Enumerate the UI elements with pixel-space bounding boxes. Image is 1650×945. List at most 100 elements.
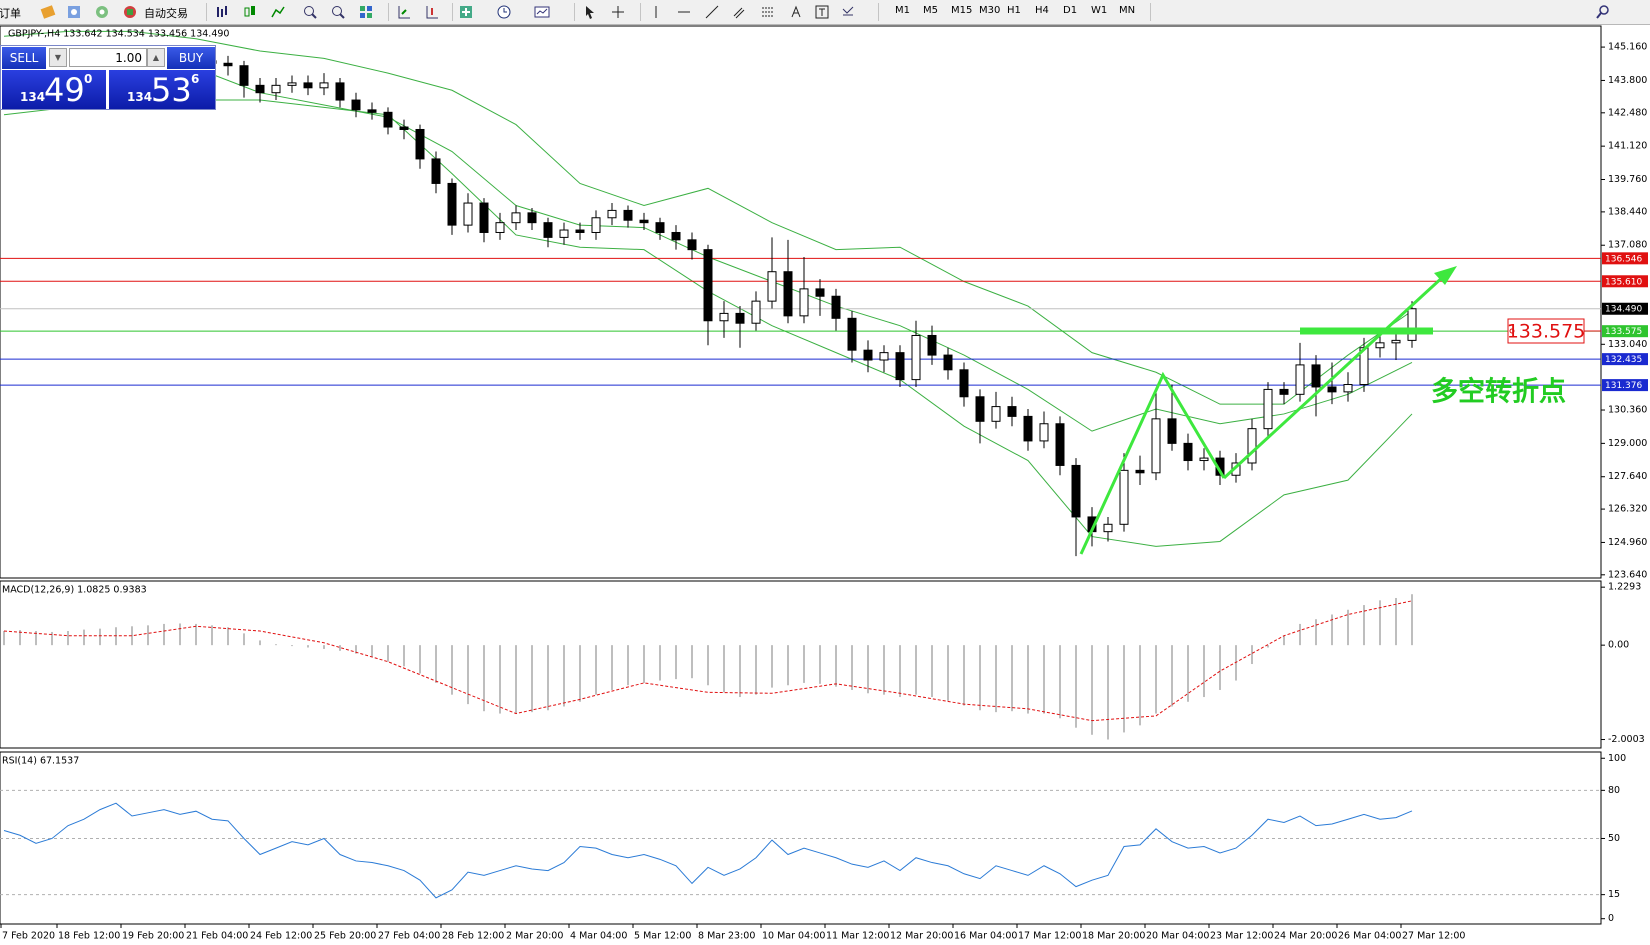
- candle-body: [1327, 386, 1337, 393]
- icon[interactable]: [40, 4, 56, 20]
- candle-body: [447, 182, 457, 226]
- candle-body: [1279, 388, 1289, 395]
- auto-trading[interactable]: 自动交易: [144, 7, 188, 20]
- ask-quote[interactable]: 134 53 6: [109, 70, 215, 109]
- price-level-label: 131.376: [1605, 381, 1642, 391]
- x-tick-label: 2 Mar 20:00: [506, 931, 563, 942]
- candle-body: [271, 84, 281, 94]
- icon[interactable]: [788, 4, 804, 20]
- icon[interactable]: [66, 4, 82, 20]
- candle-body: [367, 109, 377, 113]
- icon[interactable]: [302, 4, 318, 20]
- buy-button[interactable]: BUY: [167, 47, 215, 69]
- volume-input[interactable]: 1.00: [69, 48, 147, 67]
- icon[interactable]: [496, 4, 512, 20]
- rsi-title: RSI(14) 67.1537: [2, 756, 79, 767]
- timeframe[interactable]: H1: [1007, 5, 1021, 16]
- candle-body: [719, 312, 729, 322]
- candle-body: [655, 222, 665, 233]
- candle-body: [1295, 364, 1305, 395]
- candle-body: [607, 209, 617, 219]
- icon[interactable]: [424, 4, 440, 20]
- y-tick-label: 143.800: [1608, 75, 1647, 86]
- candle-body: [559, 229, 569, 238]
- icon[interactable]: [704, 4, 720, 20]
- candle-body: [863, 349, 873, 361]
- icon[interactable]: [358, 4, 374, 20]
- macd-title: MACD(12,26,9) 1.0825 0.9383: [2, 585, 147, 596]
- timeframe[interactable]: M30: [979, 5, 1001, 16]
- bid-pips: 49: [44, 71, 85, 109]
- volume-up[interactable]: ▲: [147, 48, 165, 67]
- new-order[interactable]: 新订单: [0, 7, 21, 20]
- icon[interactable]: [610, 4, 626, 20]
- candle-body: [1039, 423, 1049, 442]
- volume-down[interactable]: ▼: [49, 48, 67, 67]
- y-tick-label: 1.2293: [1608, 582, 1641, 593]
- icon[interactable]: [270, 4, 286, 20]
- x-tick-label: 17 Mar 12:00: [1018, 931, 1081, 942]
- candle-body: [1071, 464, 1081, 518]
- y-tick-label: 145.160: [1608, 42, 1647, 53]
- icon[interactable]: [814, 4, 830, 20]
- icon[interactable]: [122, 4, 138, 20]
- price-callout: 133.575: [1507, 321, 1586, 343]
- candle-body: [815, 288, 825, 297]
- timeframe[interactable]: MN: [1119, 5, 1136, 16]
- price-level-tag: [1602, 252, 1648, 265]
- candle-body: [927, 334, 937, 356]
- icon[interactable]: [242, 4, 258, 20]
- bid-quote[interactable]: 134 49 0: [2, 70, 106, 109]
- timeframe[interactable]: W1: [1091, 5, 1108, 16]
- y-tick-label: 0: [1608, 913, 1614, 924]
- sell-button[interactable]: SELL: [2, 47, 46, 69]
- candle-body: [1135, 469, 1145, 474]
- ask-frac: 6: [191, 72, 200, 86]
- candle-body: [575, 229, 585, 233]
- candle-body: [399, 126, 409, 130]
- x-tick-label: 12 Mar 20:00: [890, 931, 953, 942]
- y-tick-label: 141.120: [1608, 141, 1647, 152]
- y-tick-label: 127.640: [1608, 471, 1647, 482]
- icon[interactable]: [840, 4, 856, 20]
- x-tick-label: 26 Mar 04:00: [1338, 931, 1401, 942]
- x-tick-label: 18 Mar 20:00: [1082, 931, 1145, 942]
- candle-body: [1151, 418, 1161, 474]
- candle-body: [1343, 384, 1353, 393]
- x-tick-label: 28 Feb 12:00: [442, 931, 504, 942]
- icon[interactable]: [94, 4, 110, 20]
- icon[interactable]: [732, 4, 748, 20]
- trend-line: [1079, 371, 1226, 555]
- candle-body: [831, 295, 841, 319]
- candle-body: [255, 84, 265, 94]
- price-level-label: 135.610: [1605, 277, 1642, 287]
- icon[interactable]: [458, 4, 474, 20]
- timeframe[interactable]: H4: [1035, 5, 1049, 16]
- candle-body: [1311, 364, 1321, 388]
- timeframe[interactable]: M15: [951, 5, 973, 16]
- timeframe[interactable]: M5: [923, 5, 938, 16]
- trend-arrow: [1222, 273, 1447, 480]
- bid-frac: 0: [84, 72, 93, 86]
- icon[interactable]: [396, 4, 412, 20]
- icon[interactable]: [648, 4, 664, 20]
- search-icon[interactable]: [1595, 4, 1611, 20]
- candle-body: [1007, 406, 1017, 417]
- timeframe[interactable]: D1: [1063, 5, 1078, 16]
- timeframe[interactable]: M1: [895, 5, 910, 16]
- icon[interactable]: [760, 4, 776, 20]
- icon[interactable]: [676, 4, 692, 20]
- candle-body: [1375, 342, 1385, 349]
- icon[interactable]: [214, 4, 230, 20]
- icon[interactable]: [330, 4, 346, 20]
- icon[interactable]: [534, 4, 550, 20]
- candle-body: [239, 65, 249, 86]
- candle-body: [1183, 442, 1193, 462]
- candle-body: [639, 219, 649, 224]
- icon[interactable]: [582, 4, 598, 20]
- candle-body: [511, 212, 521, 224]
- x-tick-label: 16 Mar 04:00: [954, 931, 1017, 942]
- macd-signal: [3, 600, 1413, 722]
- candle-body: [975, 396, 985, 422]
